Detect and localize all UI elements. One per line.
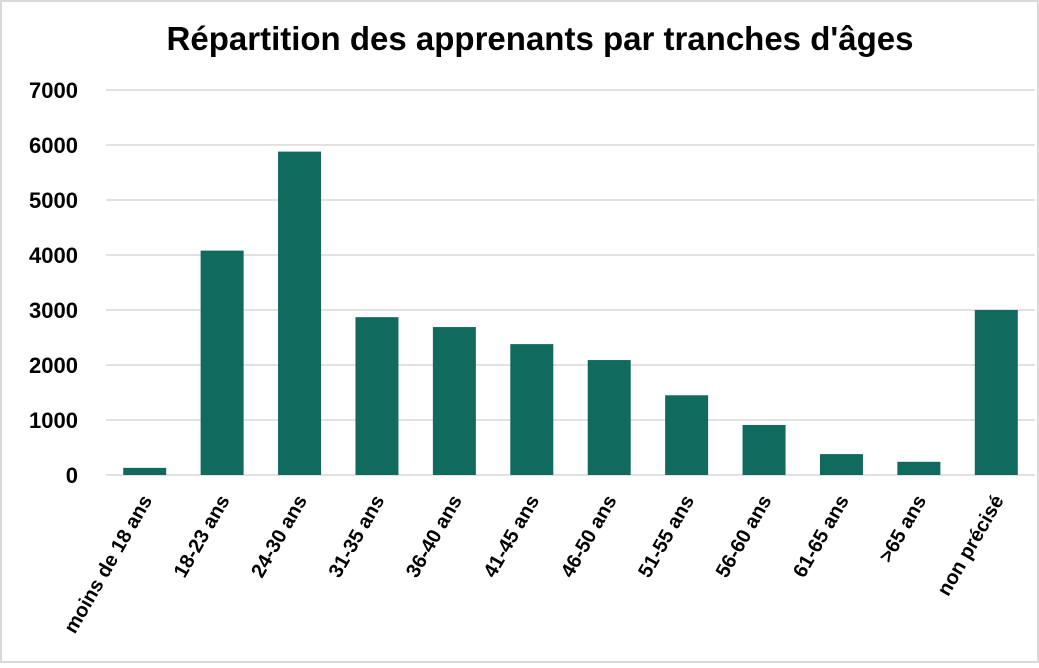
bar	[819, 454, 863, 475]
bar	[742, 424, 786, 475]
bar	[200, 250, 244, 475]
bar	[587, 360, 631, 475]
bar	[355, 317, 399, 475]
y-tick-label: 0	[66, 463, 78, 488]
y-tick-label: 1000	[29, 408, 78, 433]
y-tick-label: 5000	[29, 188, 78, 213]
bar	[510, 344, 554, 475]
y-tick-label: 2000	[29, 353, 78, 378]
chart-title: Répartition des apprenants par tranches …	[167, 20, 914, 57]
bar	[897, 461, 941, 475]
y-tick-label: 7000	[29, 78, 78, 103]
bar	[278, 151, 322, 475]
bar	[123, 467, 167, 475]
bar	[974, 310, 1018, 475]
bar	[432, 327, 476, 475]
y-tick-label: 6000	[29, 133, 78, 158]
bar	[665, 395, 709, 475]
y-tick-label: 3000	[29, 298, 78, 323]
y-tick-label: 4000	[29, 243, 78, 268]
